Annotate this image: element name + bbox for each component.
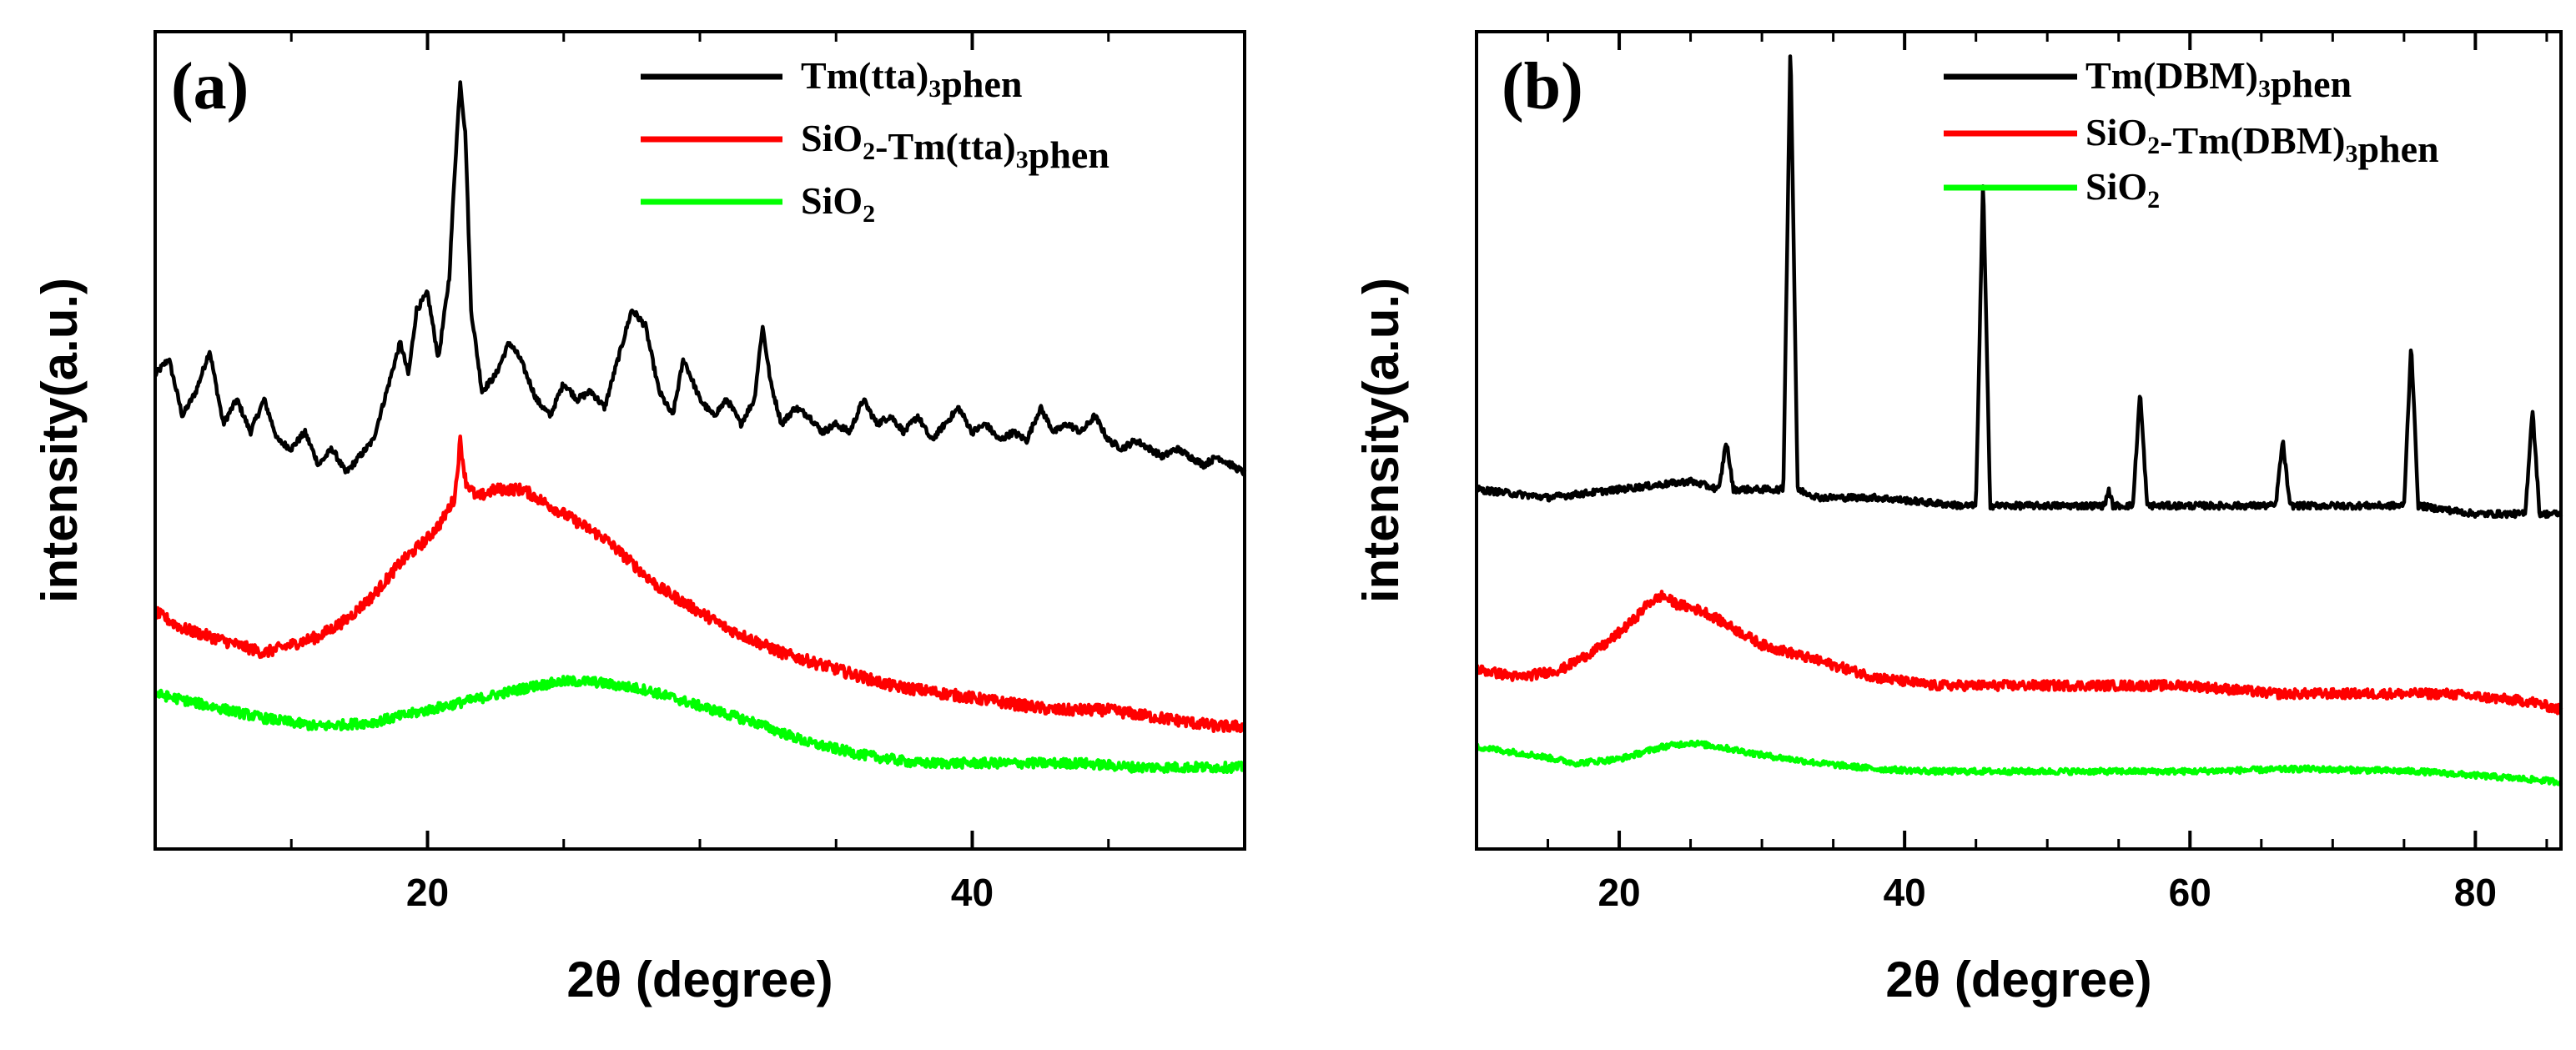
series-line-1 bbox=[153, 435, 1246, 734]
legend-label-1: SiO2-Tm(DBM)3phen bbox=[2085, 111, 2439, 170]
x-tick-label: 80 bbox=[2454, 871, 2497, 914]
panel-label: (b) bbox=[1502, 50, 1583, 123]
series-line-2 bbox=[1474, 739, 2563, 786]
y-axis-title: intensity(a.u.) bbox=[32, 278, 88, 603]
x-tick-label: 20 bbox=[406, 871, 449, 914]
series-line-0 bbox=[153, 80, 1247, 477]
x-axis-title: 2θ (degree) bbox=[566, 952, 833, 1007]
axes-frame bbox=[1475, 30, 2563, 851]
x-tick-label: 20 bbox=[1597, 871, 1640, 914]
chart-panel-1: 20 40 60 80 2θ (degree) intensity(a.u.) (b) Tm(… bbox=[1353, 30, 2563, 1007]
y-axis-title: intensity(a.u.) bbox=[1353, 278, 1409, 603]
legend-label-2: SiO2 bbox=[801, 179, 875, 228]
x-tick-label: 40 bbox=[951, 871, 994, 914]
x-tick-label: 60 bbox=[2169, 871, 2211, 914]
legend-label-2: SiO2 bbox=[2085, 165, 2160, 214]
legend-label-0: Tm(tta)3phen bbox=[801, 54, 1022, 105]
chart-panel-0: 20 40 2θ (degree) intensity(a.u.) (a) Tm(tta)… bbox=[32, 30, 1247, 1007]
x-tick-label: 40 bbox=[1884, 871, 1926, 914]
series-line-0 bbox=[1474, 54, 2563, 520]
legend-label-0: Tm(DBM)3phen bbox=[2085, 54, 2352, 105]
legend-label-1: SiO2-Tm(tta)3phen bbox=[801, 117, 1109, 176]
x-axis-title: 2θ (degree) bbox=[1885, 952, 2151, 1007]
panel-label: (a) bbox=[171, 50, 249, 123]
series-line-2 bbox=[153, 675, 1246, 775]
series-line-1 bbox=[1475, 590, 2563, 716]
